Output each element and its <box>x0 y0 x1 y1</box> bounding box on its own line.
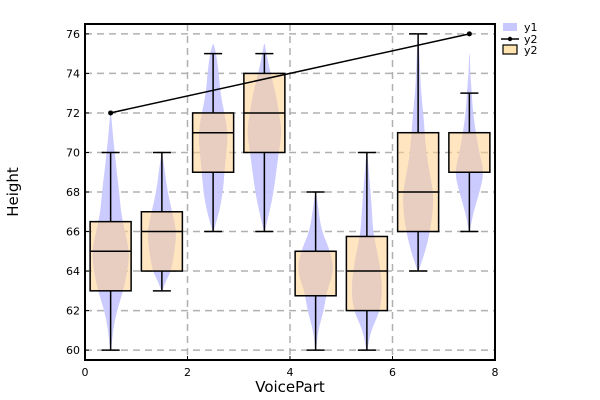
y-tick-label: 76 <box>66 28 80 41</box>
y-tick-label: 66 <box>66 226 80 239</box>
legend-label-y2-line: y2 <box>524 33 538 46</box>
legend-swatch-y1 <box>503 23 517 31</box>
x-tick-label: 8 <box>492 366 499 379</box>
legend-label-y1: y1 <box>524 21 538 34</box>
y-tick-label: 74 <box>66 67 80 80</box>
box-iqr <box>191 112 235 173</box>
line-layer <box>108 31 472 116</box>
box-plot <box>89 151 132 351</box>
y-tick-label: 62 <box>66 305 80 318</box>
y-tick-label: 64 <box>66 265 80 278</box>
x-tick-label: 0 <box>82 366 89 379</box>
box-plot <box>243 52 286 233</box>
box-plot <box>294 191 337 351</box>
x-axis-label: VoicePart <box>255 378 325 396</box>
x-tick-label: 4 <box>287 366 294 379</box>
box-plot <box>140 151 184 292</box>
legend-label-y2-box: y2 <box>524 44 538 57</box>
line-point <box>108 110 114 116</box>
box-plot <box>396 33 440 272</box>
y-axis-label: Height <box>4 167 22 217</box>
box-plot <box>448 92 491 233</box>
box-iqr <box>448 131 491 173</box>
y-tick-label: 72 <box>66 107 80 120</box>
box-iqr <box>89 220 132 292</box>
legend-swatch-y2-box <box>502 44 518 55</box>
y-tick-label: 68 <box>66 186 80 199</box>
box-iqr <box>140 211 184 272</box>
x-tick-label: 6 <box>389 366 396 379</box>
y-tick-label: 60 <box>66 344 80 357</box>
box-layer <box>89 33 491 351</box>
box-plot <box>345 151 389 351</box>
legend: y1 y2 y2 <box>501 21 538 57</box>
line-series-y2 <box>110 33 470 114</box>
legend-swatch-y2-marker <box>507 36 513 42</box>
x-tick-label: 2 <box>184 366 191 379</box>
y-tick-label: 70 <box>66 146 80 159</box>
box-iqr <box>396 131 440 233</box>
box-iqr <box>294 250 337 297</box>
box-iqr <box>345 235 389 312</box>
line-point <box>466 31 472 37</box>
box-plot <box>191 52 235 233</box>
